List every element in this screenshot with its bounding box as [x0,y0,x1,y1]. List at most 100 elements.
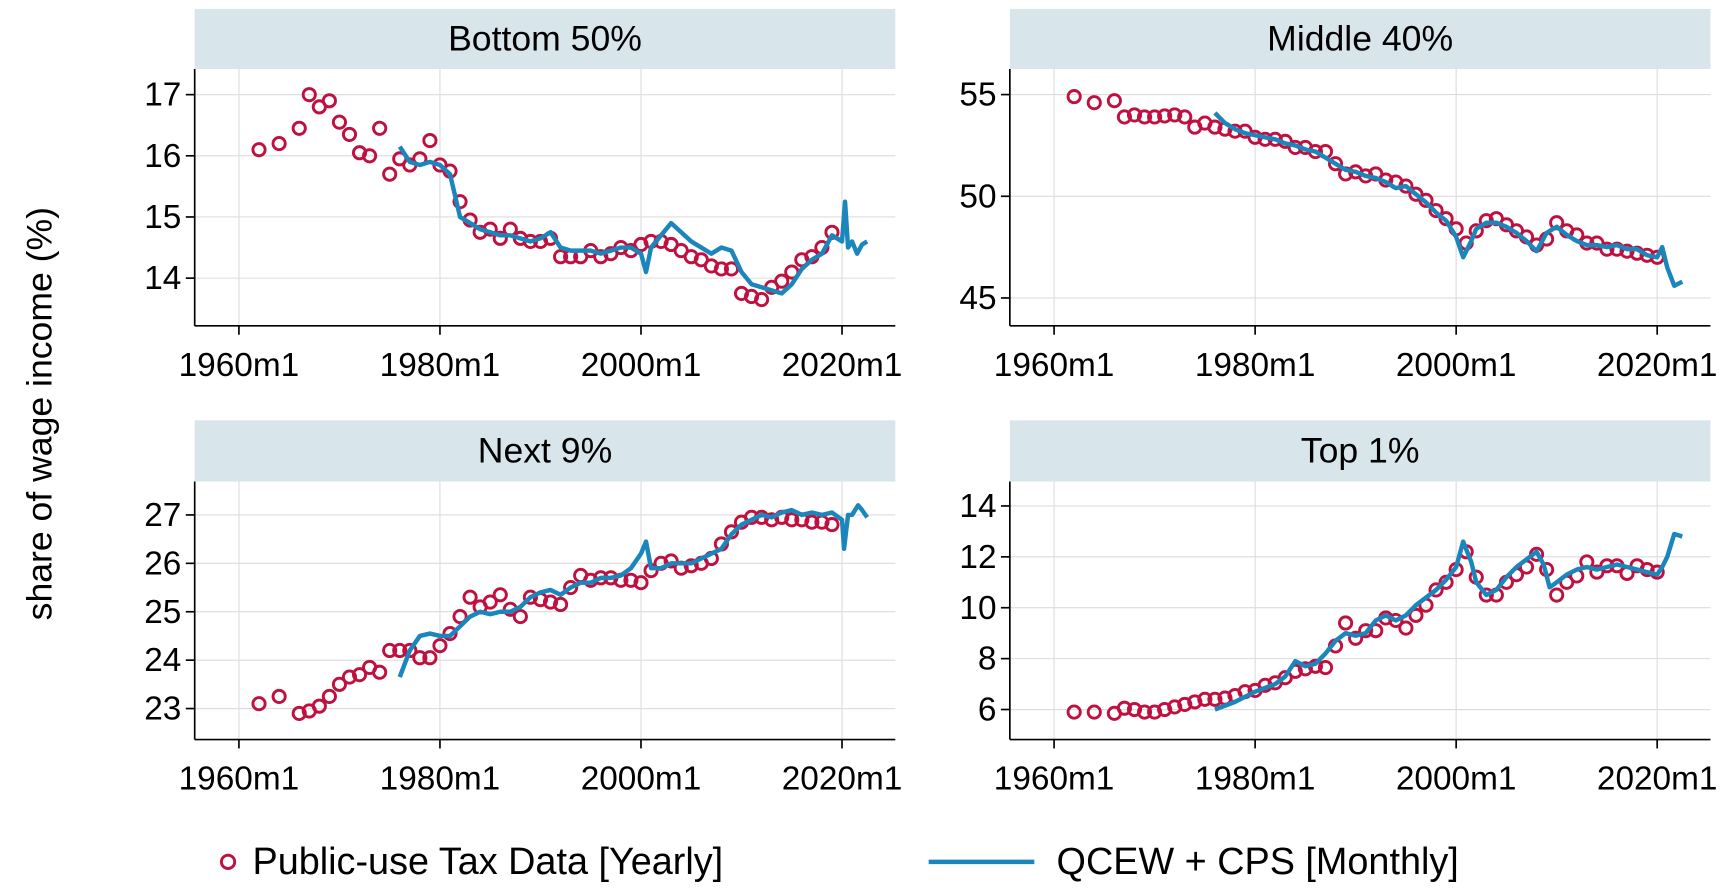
series-line [397,503,869,678]
panel-title: Top 1% [1301,431,1420,471]
data-point [1408,607,1424,623]
data-point [1157,108,1173,124]
data-point [382,166,398,182]
data-point [301,87,317,103]
y-tick-label: 26 [144,545,181,582]
data-point [372,120,388,136]
data-point [492,230,508,246]
x-tick-label: 1960m1 [994,347,1115,384]
data-point [331,114,347,130]
data-point [1106,93,1122,109]
data-point [321,688,337,705]
data-point [271,688,287,705]
y-tick-label: 12 [959,539,996,576]
y-tick-label: 15 [144,199,181,236]
x-tick-label: 2020m1 [782,347,903,384]
data-point [492,587,508,603]
data-point [1086,704,1102,720]
series-line [1214,531,1683,712]
data-point [362,148,378,164]
data-point [553,249,569,265]
data-point [351,667,368,683]
data-point [784,512,800,528]
data-point [512,609,528,625]
data-point [1116,109,1132,125]
y-tick-label: 25 [144,594,181,631]
series-line [397,145,869,296]
y-axis-label: share of wage income (%) [20,207,60,620]
data-point [1136,109,1153,125]
data-point [392,642,408,659]
legend-label: QCEW + CPS [Monthly] [1057,841,1459,883]
y-tick-label: 14 [959,488,996,525]
data-point [1317,659,1334,676]
legend-label: Public-use Tax Data [Yearly] [253,841,724,883]
data-point [713,261,729,277]
data-point [1388,612,1404,629]
data-point [251,696,267,712]
data-point [341,126,358,142]
data-point [754,291,770,308]
y-tick-label: 23 [144,691,181,728]
data-point [1167,107,1183,123]
panel-title: Next 9% [478,431,612,471]
data-point [1147,109,1163,125]
data-point [372,664,388,680]
data-point [1086,95,1102,111]
data-point [462,589,478,605]
data-point [432,638,448,654]
y-tick-label: 17 [144,77,181,114]
x-tick-label: 2000m1 [581,347,702,384]
panel-header [1009,420,1711,482]
data-point [251,142,267,158]
x-tick-label: 1960m1 [179,347,300,384]
data-point [1599,241,1615,257]
y-tick-label: 45 [959,280,996,317]
data-point [271,136,287,152]
data-point [1066,704,1082,720]
panel-header [194,8,896,69]
data-point [1177,109,1193,125]
data-point [1116,700,1132,716]
data-point [412,650,428,666]
data-point [1478,587,1494,603]
data-point [1428,202,1444,219]
data-point [422,650,438,666]
data-point [824,517,840,533]
data-point [422,132,438,149]
data-point [1549,587,1565,603]
data-point [1207,691,1223,707]
data-point [382,642,398,659]
x-tick-label: 1980m1 [1195,760,1316,797]
y-tick-label: 8 [978,641,997,678]
y-tick-label: 24 [144,642,181,679]
x-tick-label: 2020m1 [1597,760,1718,797]
x-tick-label: 1960m1 [994,760,1115,797]
data-point [774,273,790,289]
data-point [311,698,327,714]
data-point [321,93,337,109]
data-point [1398,620,1414,636]
data-point [623,572,639,588]
data-point [1126,107,1143,123]
data-point [563,579,579,596]
y-tick-label: 50 [959,178,996,215]
panel-title: Bottom 50% [448,19,642,59]
x-tick-label: 1980m1 [380,347,501,384]
data-point [1338,615,1354,631]
data-point [1348,630,1364,646]
data-point [553,596,569,613]
data-point [1418,192,1434,208]
x-tick-label: 1980m1 [380,760,501,797]
data-point [1207,119,1223,135]
data-point [1136,704,1153,720]
y-tick-label: 16 [144,138,181,175]
data-point [542,594,559,610]
x-tick-label: 2000m1 [1396,760,1517,797]
x-tick-label: 2020m1 [782,760,903,797]
series-line [1213,111,1684,288]
data-point [341,669,358,685]
data-point [331,676,347,692]
